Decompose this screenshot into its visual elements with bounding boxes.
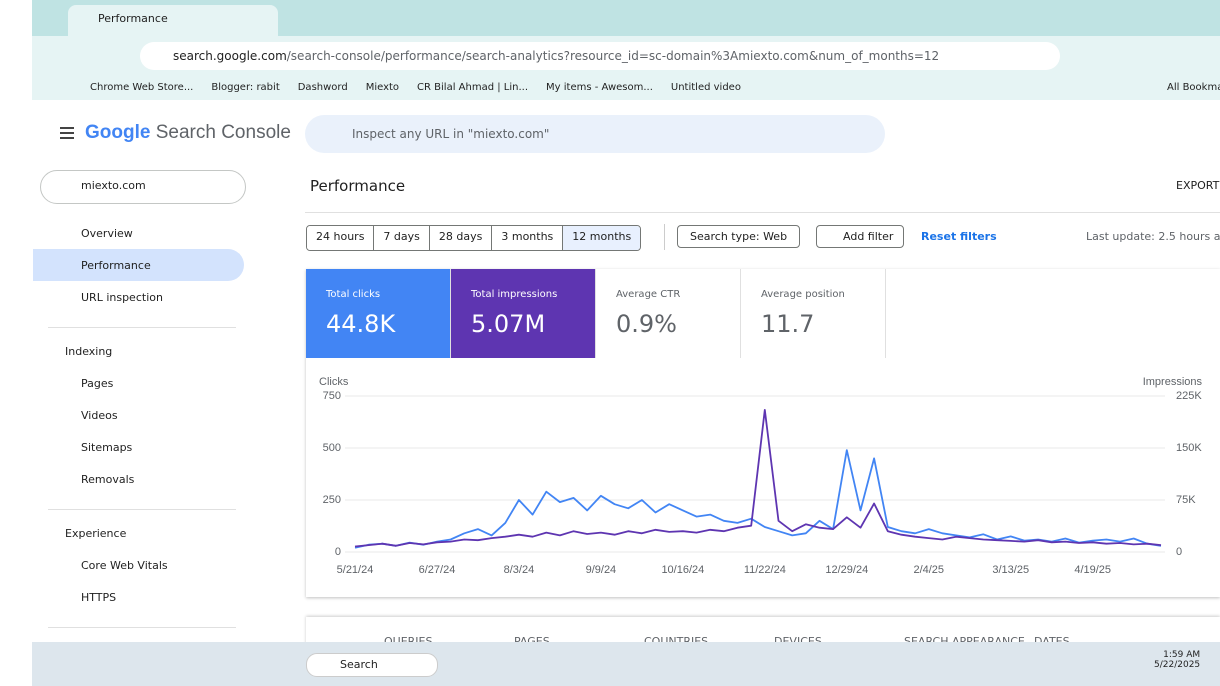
performance-card: Total clicks 44.8K Total impressions 5.07M A… <box>306 269 1220 597</box>
y-tick-label: 500 <box>323 442 341 454</box>
metric-value: 11.7 <box>761 310 815 338</box>
url: search.google.com/search-console/perform… <box>173 49 939 63</box>
y2-tick-label: 225K <box>1176 390 1202 402</box>
y-tick-label: 750 <box>323 390 341 402</box>
bookmark[interactable]: Chrome Web Store... <box>90 82 194 93</box>
metric-card[interactable]: Average position 11.7 <box>741 269 886 358</box>
x-tick-label: 9/9/24 <box>586 564 617 576</box>
property-name: miexto.com <box>81 179 146 192</box>
bookmarks-bar: Chrome Web Store... Blogger: rabit Dashwor… <box>90 82 741 93</box>
metric-card[interactable]: Average CTR 0.9% <box>596 269 741 358</box>
date: 5/22/2025 <box>1154 660 1201 670</box>
x-tick-label: 2/4/25 <box>913 564 944 576</box>
nav-item[interactable]: Videos <box>81 409 118 422</box>
metric-value: 5.07M <box>471 310 546 338</box>
date-range-chip[interactable]: 24 hours <box>307 226 375 250</box>
nav-item[interactable]: Core Web Vitals <box>81 559 168 572</box>
date-range-chip[interactable]: 7 days <box>374 226 430 250</box>
divider <box>48 627 236 628</box>
divider <box>305 212 1220 213</box>
url-path: /search-console/performance/search-analy… <box>286 49 940 63</box>
metric-label: Total impressions <box>471 289 558 300</box>
y-tick-label: 250 <box>323 494 341 506</box>
date-range-group: 24 hours 7 days 28 days 3 months 12 months <box>306 225 642 251</box>
menu-icon[interactable] <box>60 127 74 129</box>
bookmark[interactable]: Blogger: rabit <box>211 82 280 93</box>
nav-item[interactable]: Overview <box>81 227 133 240</box>
x-tick-label: 5/21/24 <box>337 564 374 576</box>
x-tick-label: 11/22/24 <box>744 564 786 576</box>
clock: 1:59 AM 5/22/2025 <box>1154 650 1200 670</box>
logo: Google Search Console <box>85 122 291 144</box>
page-title: Performance <box>310 177 406 195</box>
taskbar-search[interactable] <box>306 653 438 677</box>
bookmark[interactable]: My items - Awesom... <box>546 82 653 93</box>
metric-label: Total clicks <box>326 289 381 300</box>
nav-item[interactable]: URL inspection <box>81 291 163 304</box>
y2-tick-label: 150K <box>1176 442 1202 454</box>
address-bar[interactable] <box>140 42 1060 70</box>
url-host: search.google.com <box>173 49 287 63</box>
date-range-chip[interactable]: 3 months <box>492 226 564 250</box>
nav-item[interactable]: HTTPS <box>81 591 117 604</box>
date-range-chip[interactable]: 12 months <box>563 226 641 250</box>
divider <box>664 224 665 250</box>
metric-label: Average position <box>761 289 845 300</box>
x-tick-label: 12/29/24 <box>825 564 868 576</box>
taskbar-search-label: Search <box>340 658 378 671</box>
taskbar <box>32 642 1220 686</box>
search-type-chip[interactable]: Search type: Web <box>677 225 801 248</box>
x-tick-label: 8/3/24 <box>504 564 535 576</box>
metric-value: 0.9% <box>616 310 677 338</box>
time: 1:59 AM <box>1163 650 1201 660</box>
property-selector[interactable] <box>40 170 246 204</box>
y2-axis-title: Impressions <box>1143 376 1203 388</box>
browser-tab[interactable] <box>68 5 278 36</box>
logo-google: Google <box>85 122 151 143</box>
reset-filters[interactable]: Reset filters <box>921 230 997 243</box>
logo-product: Search Console <box>155 122 291 143</box>
metric-card[interactable]: Total clicks 44.8K <box>306 269 451 358</box>
all-bookmarks[interactable]: All Bookma <box>1167 82 1220 93</box>
nav-section[interactable]: Indexing <box>65 345 113 358</box>
series-line <box>354 409 1162 548</box>
series-line <box>354 449 1162 549</box>
divider <box>48 509 236 510</box>
date-range-chip[interactable]: 28 days <box>429 226 493 250</box>
x-tick-label: 3/13/25 <box>992 564 1029 576</box>
url-inspect-box[interactable] <box>305 115 885 153</box>
search-placeholder: Inspect any URL in "miexto.com" <box>352 127 550 141</box>
nav-item[interactable]: Removals <box>81 473 135 486</box>
bookmark[interactable]: Dashword <box>297 82 348 93</box>
x-tick-label: 10/16/24 <box>661 564 704 576</box>
divider <box>48 327 236 328</box>
y2-tick-label: 0 <box>1176 546 1182 558</box>
metric-card[interactable]: Total impressions 5.07M <box>451 269 596 358</box>
add-filter-chip[interactable]: Add filter <box>816 225 905 248</box>
y2-tick-label: 75K <box>1176 494 1196 506</box>
metric-value: 44.8K <box>326 310 396 338</box>
nav-item[interactable]: Pages <box>81 377 114 390</box>
nav-section[interactable]: Experience <box>65 527 127 540</box>
last-update: Last update: 2.5 hours ag <box>1086 230 1220 243</box>
y-tick-label: 0 <box>335 546 341 558</box>
nav-item[interactable]: Sitemaps <box>81 441 133 454</box>
tab-title: Performance <box>98 12 168 25</box>
metric-label: Average CTR <box>616 289 681 300</box>
x-tick-label: 4/19/25 <box>1074 564 1111 576</box>
x-tick-label: 6/27/24 <box>419 564 456 576</box>
y-axis-title: Clicks <box>319 376 349 388</box>
export-button[interactable]: EXPORT <box>1176 179 1220 192</box>
bookmark[interactable]: CR Bilal Ahmad | Lin... <box>417 82 529 93</box>
active-nav-bg <box>33 249 244 281</box>
bookmark[interactable]: Miexto <box>365 82 400 93</box>
nav-item[interactable]: Performance <box>81 259 151 272</box>
bookmark[interactable]: Untitled video <box>670 82 741 93</box>
